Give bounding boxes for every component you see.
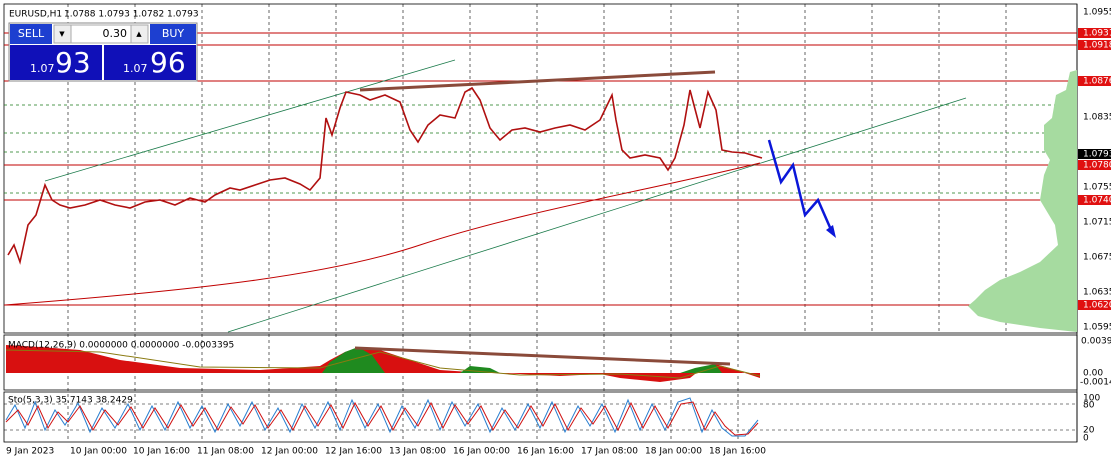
bid-pips: 93 (55, 46, 91, 79)
buy-button[interactable] (150, 24, 196, 44)
stoch-axis-label: 80 (1083, 401, 1095, 411)
time-label: 11 Jan 08:00 (197, 447, 254, 457)
price-label: 1.0715 (1083, 218, 1111, 228)
macd-label: MACD(12,26,9) 0.0000000 0.0000000 -0.000… (8, 341, 234, 351)
price-tag (1078, 40, 1111, 50)
price-label: 1.0675 (1083, 253, 1111, 263)
trend-line (359, 70, 716, 92)
trade-panel: SELL ▼ 0.30 ▲ BUY 1.07 93 1.07 96 (8, 22, 198, 82)
channel-line (227, 97, 967, 333)
price-tag (1078, 300, 1111, 310)
macd-axis-label: 0.00 (1083, 369, 1103, 379)
time-label: 12 Jan 16:00 (325, 447, 382, 457)
bid-box[interactable] (10, 45, 102, 80)
macd-histogram (6, 345, 760, 382)
lot-up-icon: ▲ (136, 30, 142, 38)
stoch-axis-label: 0 (1083, 434, 1089, 444)
arrow-head (826, 225, 836, 238)
ask-prefix: 1.07 (123, 62, 148, 75)
lot-up[interactable] (130, 24, 149, 44)
stoch-axis-label: 100 (1083, 394, 1100, 404)
stoch-axis-label: 20 (1083, 426, 1095, 436)
lot-down-icon: ▼ (59, 30, 65, 38)
lot-value[interactable]: 0.30 (103, 27, 128, 40)
horizontal-levels (4, 32, 1077, 306)
time-label: 16 Jan 16:00 (517, 447, 574, 457)
price-label: 1.0740 (1083, 196, 1111, 206)
volume-profile (968, 70, 1077, 332)
macd-pane (3, 334, 1078, 391)
price-label: 1.0955 (1083, 8, 1111, 18)
price-tag (1078, 149, 1111, 159)
stoch-signal (5, 401, 759, 436)
time-label: 10 Jan 16:00 (133, 447, 190, 457)
chart-ohlc: 1.0788 1.0793 1.0782 1.0793 (64, 10, 199, 20)
time-label: 9 Jan 2023 (6, 447, 54, 457)
forecast-arrow (767, 139, 834, 233)
price-label: 1.0918 (1083, 41, 1111, 51)
price-label: 1.0755 (1083, 183, 1111, 193)
price-tag (1078, 195, 1111, 205)
time-label: 13 Jan 08:00 (389, 447, 446, 457)
price-label: 1.0635 (1083, 288, 1111, 298)
time-label: 17 Jan 08:00 (581, 447, 638, 457)
chart-symbol: EURUSD,H1 (9, 10, 62, 20)
time-label: 18 Jan 00:00 (645, 447, 702, 457)
stoch-main (5, 397, 759, 437)
price-label: 1.0876 (1083, 77, 1111, 87)
bid-prefix: 1.07 (30, 62, 55, 75)
price-tag (1078, 28, 1111, 38)
price-tag (1078, 76, 1111, 86)
time-axis: 9 Jan 2023 10 Jan 00:00 10 Jan 16:00 11 … (6, 447, 766, 457)
price-label: 1.0793 (1083, 150, 1111, 160)
ask-pips: 96 (150, 46, 186, 79)
buy-label[interactable]: BUY (162, 27, 185, 40)
sell-label[interactable]: SELL (18, 27, 45, 40)
stoch-label: Sto(5,3,3) 35.7143 38.2429 (8, 396, 133, 406)
macd-trend-line (354, 346, 731, 366)
channel-line (44, 59, 456, 182)
time-label: 10 Jan 00:00 (70, 447, 127, 457)
price-label: 1.0780 (1083, 161, 1111, 171)
stoch-pane (3, 391, 1078, 443)
macd-axis-label: -0.0014 (1080, 378, 1111, 388)
price-label: 1.0595 (1083, 323, 1111, 333)
price-tag (1078, 160, 1111, 170)
macd-signal (5, 349, 761, 379)
price-label: 1.0620 (1083, 301, 1111, 311)
time-label: 16 Jan 00:00 (453, 447, 510, 457)
ask-box[interactable] (104, 45, 196, 80)
time-label: 12 Jan 00:00 (261, 447, 318, 457)
sell-button[interactable] (10, 24, 52, 44)
time-label: 18 Jan 16:00 (709, 447, 766, 457)
moving-average (4, 162, 761, 306)
price-label: 1.0835 (1083, 113, 1111, 123)
price-path (7, 86, 763, 265)
